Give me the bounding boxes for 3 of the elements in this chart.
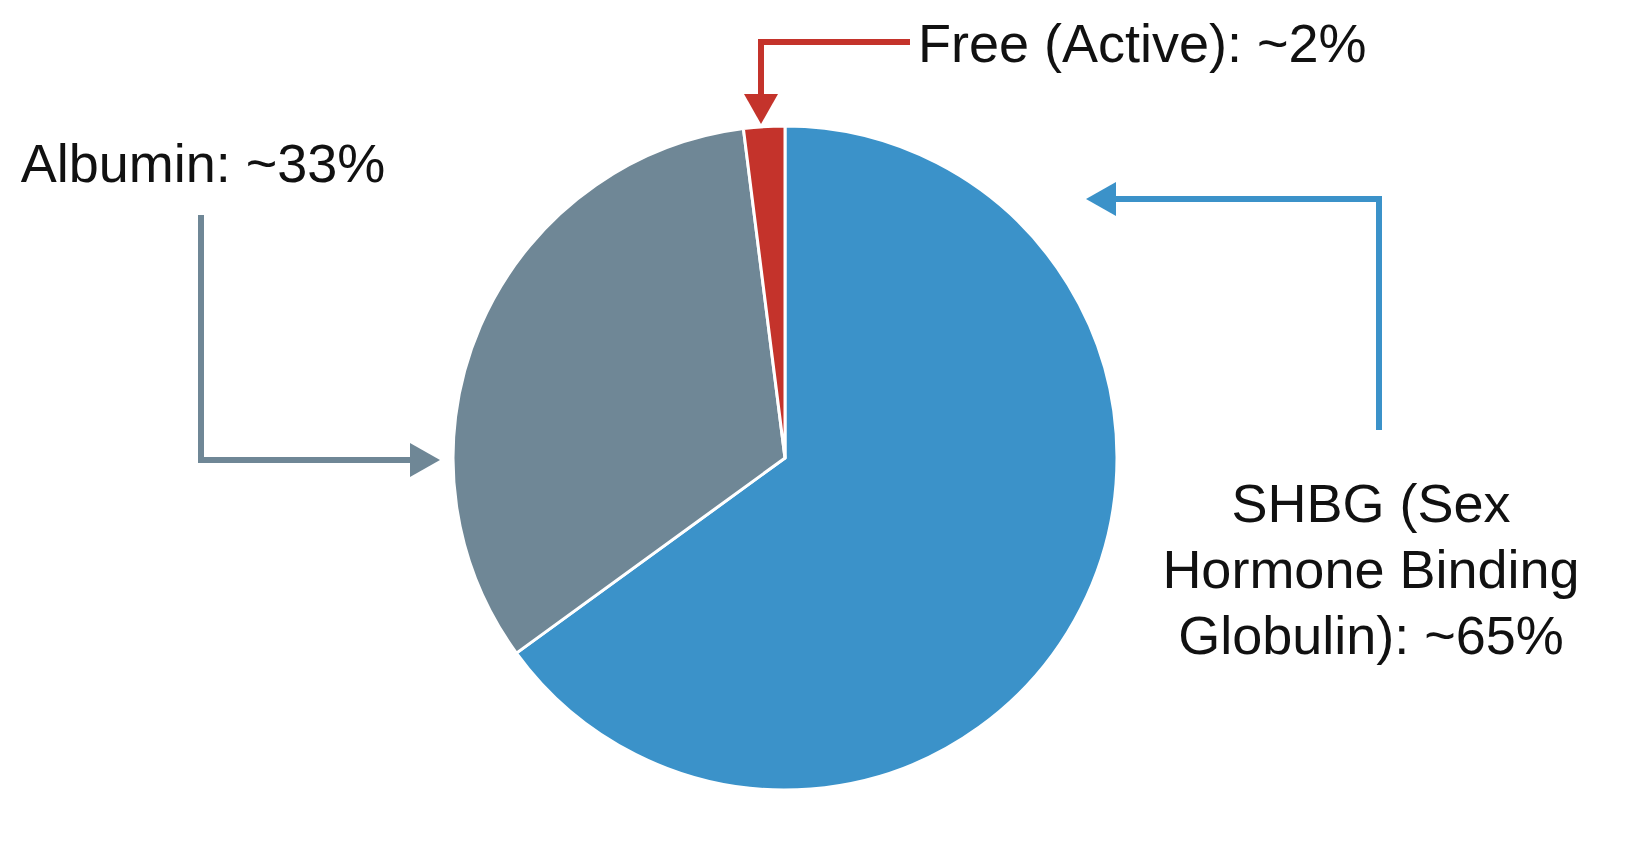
- slice-label: Albumin: ~33%: [19, 132, 387, 195]
- slice-label: Free (Active): ~2%: [918, 12, 1368, 75]
- slice-label: SHBG (Sex Hormone Binding Globulin): ~65%: [1161, 472, 1581, 667]
